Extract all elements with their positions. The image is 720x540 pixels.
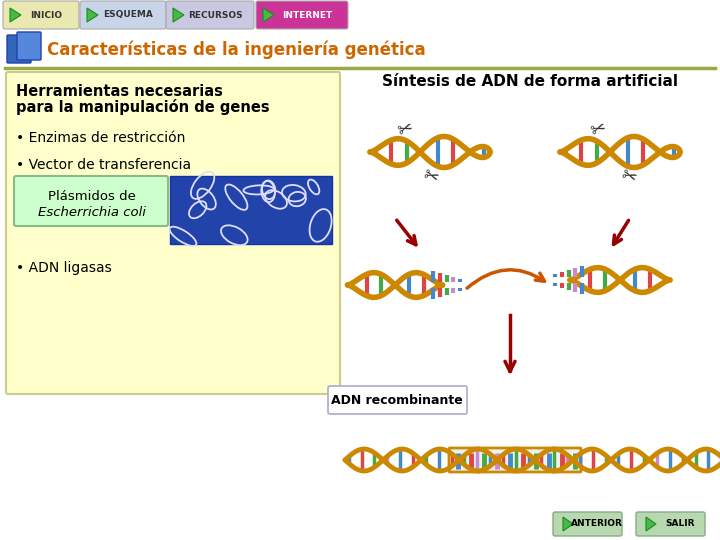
FancyBboxPatch shape <box>553 512 622 536</box>
Text: ✂: ✂ <box>395 119 415 141</box>
FancyBboxPatch shape <box>17 32 41 60</box>
Text: ANTERIOR: ANTERIOR <box>571 519 623 529</box>
FancyBboxPatch shape <box>80 1 166 29</box>
FancyBboxPatch shape <box>636 512 705 536</box>
Text: • Enzimas de restricción: • Enzimas de restricción <box>16 131 185 145</box>
FancyBboxPatch shape <box>328 386 467 414</box>
Text: Herramientas necesarias: Herramientas necesarias <box>16 84 223 98</box>
Bar <box>170 176 332 244</box>
Text: ✂: ✂ <box>618 166 638 188</box>
Text: ✂: ✂ <box>420 166 440 188</box>
Polygon shape <box>87 8 98 22</box>
FancyBboxPatch shape <box>7 35 31 63</box>
FancyBboxPatch shape <box>3 1 79 29</box>
FancyBboxPatch shape <box>6 72 340 394</box>
Text: SALIR: SALIR <box>665 519 695 529</box>
Text: INICIO: INICIO <box>30 10 62 19</box>
Text: para la manipulación de genes: para la manipulación de genes <box>16 99 269 115</box>
Text: Características de la ingeniería genética: Características de la ingeniería genétic… <box>47 40 426 59</box>
Polygon shape <box>263 8 274 22</box>
Text: ✂: ✂ <box>588 119 608 141</box>
Polygon shape <box>173 8 184 22</box>
Text: Escherrichia coli: Escherrichia coli <box>38 206 146 219</box>
Text: INTERNET: INTERNET <box>282 10 332 19</box>
Polygon shape <box>563 517 573 531</box>
Text: ESQUEMA: ESQUEMA <box>103 10 153 19</box>
FancyBboxPatch shape <box>14 176 168 226</box>
Text: ADN recombinante: ADN recombinante <box>331 394 463 407</box>
FancyBboxPatch shape <box>166 1 254 29</box>
FancyBboxPatch shape <box>449 448 581 472</box>
Text: Plásmidos de: Plásmidos de <box>48 190 136 202</box>
Text: RECURSOS: RECURSOS <box>188 10 243 19</box>
Polygon shape <box>10 8 21 22</box>
Polygon shape <box>646 517 656 531</box>
Text: • ADN ligasas: • ADN ligasas <box>16 261 112 275</box>
Text: • Vector de transferencia: • Vector de transferencia <box>16 158 191 172</box>
Text: Síntesis de ADN de forma artificial: Síntesis de ADN de forma artificial <box>382 75 678 90</box>
FancyBboxPatch shape <box>256 1 348 29</box>
